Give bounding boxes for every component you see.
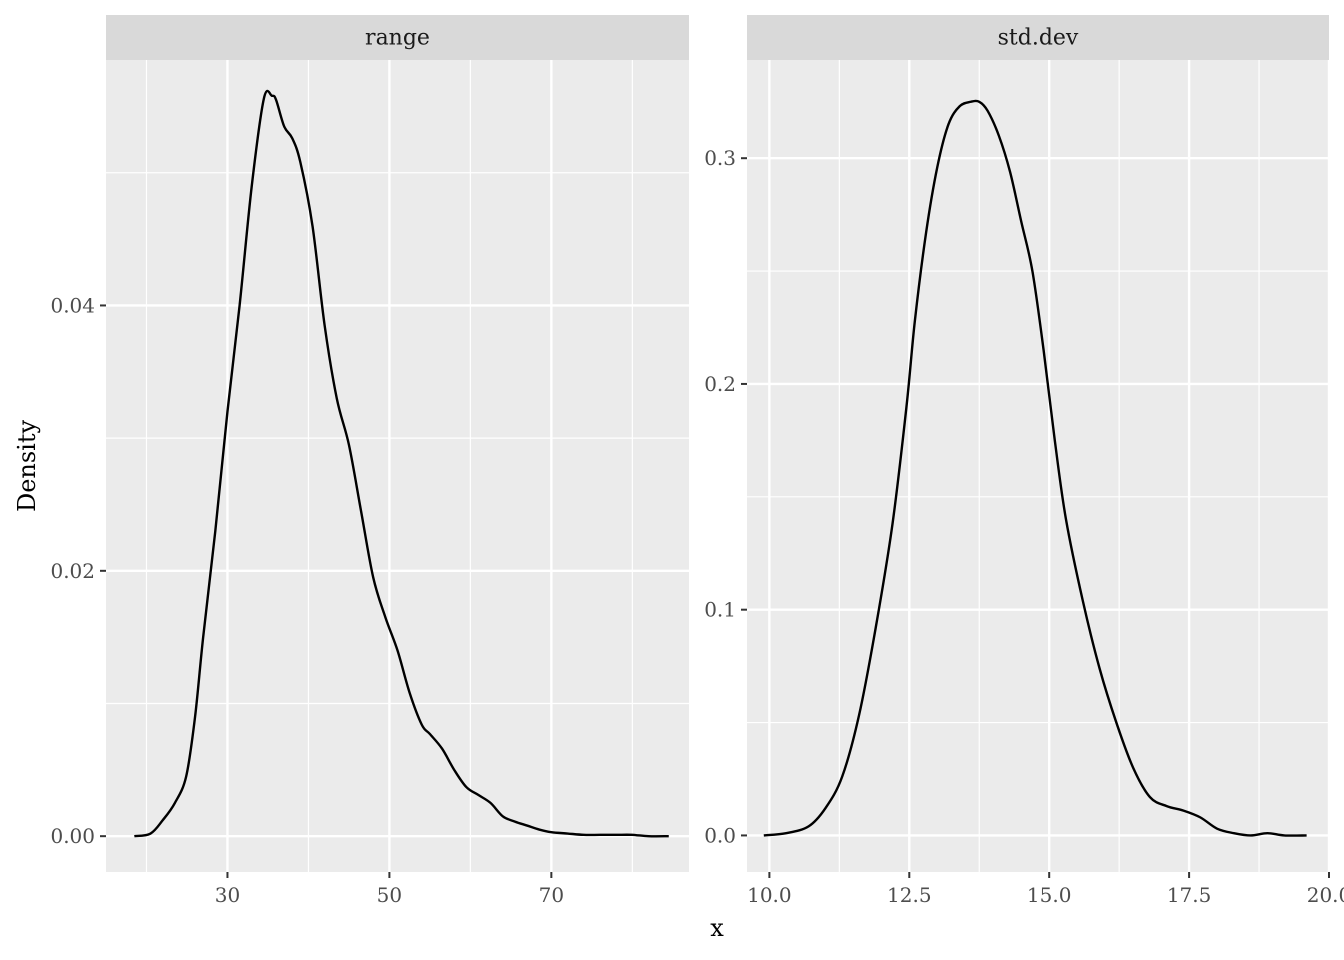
x-tick-label: 17.5 (1167, 883, 1212, 907)
y-axis-title: Density (13, 420, 41, 513)
y-tick-label: 0.04 (50, 293, 95, 317)
y-tick-label: 0.0 (704, 823, 736, 847)
x-tick-label: 10.0 (747, 883, 792, 907)
x-tick-label: 12.5 (887, 883, 932, 907)
facet-strip (747, 15, 1329, 60)
panel-background (106, 60, 689, 872)
x-tick-label: 30 (215, 883, 240, 907)
x-axis-title: x (710, 914, 724, 942)
x-tick-label: 70 (539, 883, 564, 907)
panel-background (747, 60, 1329, 872)
panel-range: range 30 50 70 0.00 0.02 0.04 (50, 15, 689, 907)
facet-strip (106, 15, 689, 60)
facet-strip-label: range (365, 26, 430, 51)
panels-layer: range 30 50 70 0.00 0.02 0.04 std.dev 10.0 12.5 15… (50, 15, 1344, 907)
y-tick-label: 0.3 (704, 146, 736, 170)
facet-strip-label: std.dev (998, 26, 1079, 51)
x-tick-label: 50 (377, 883, 402, 907)
y-tick-label: 0.2 (704, 372, 736, 396)
x-tick-label: 15.0 (1027, 883, 1072, 907)
density-line (134, 89, 669, 838)
y-tick-label: 0.1 (704, 598, 736, 622)
y-tick-label: 0.00 (50, 824, 95, 848)
density-line (763, 99, 1307, 837)
panel-std-dev: std.dev 10.0 12.5 15.0 17.5 20.0 0.0 0.1 0.2 0.3 (704, 15, 1344, 907)
x-tick-label: 20.0 (1307, 883, 1344, 907)
y-tick-label: 0.02 (50, 559, 95, 583)
